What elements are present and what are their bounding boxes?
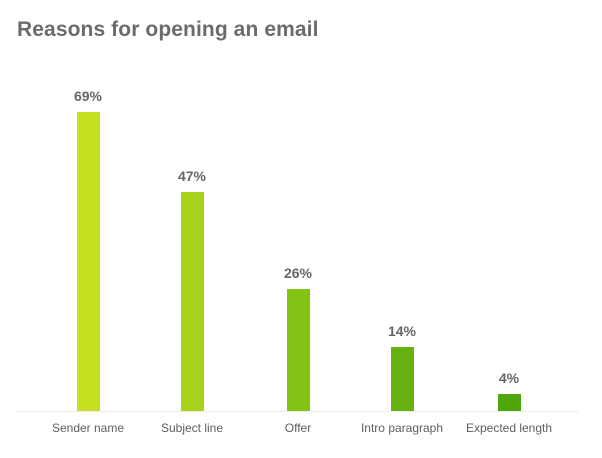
bar-value-label: 26% <box>283 265 313 281</box>
bar-intro-paragraph <box>390 347 414 411</box>
bar-subject-line <box>180 192 204 411</box>
bar-sender-name <box>76 112 100 411</box>
category-label: Sender name <box>51 421 125 435</box>
bar-offer <box>286 289 310 411</box>
bar-value-label: 69% <box>73 88 103 104</box>
bar-value-label: 14% <box>387 323 417 339</box>
bar-value-label: 47% <box>177 168 207 184</box>
category-label: Subject line <box>160 421 224 435</box>
category-label: Expected length <box>465 421 553 435</box>
category-label: Offer <box>284 421 312 435</box>
x-axis-baseline <box>16 411 578 412</box>
bar-expected-length <box>497 394 521 411</box>
chart-title: Reasons for opening an email <box>17 18 319 41</box>
bar-value-label: 4% <box>498 370 520 386</box>
category-label: Intro paragraph <box>360 421 444 435</box>
